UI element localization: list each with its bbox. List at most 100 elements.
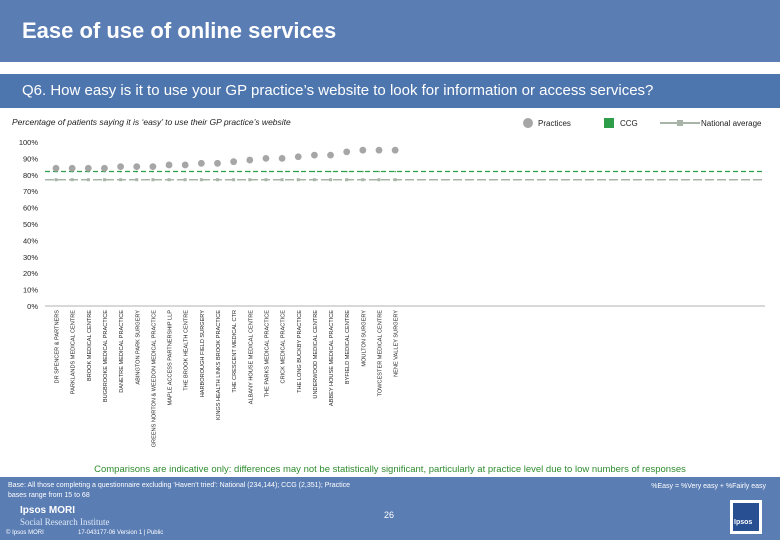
social-research-institute-logo: Social Research Institute — [20, 517, 110, 527]
national-average-point — [54, 178, 58, 182]
national-average-point — [216, 178, 219, 182]
practice-point — [149, 163, 157, 170]
ccg-point — [216, 170, 219, 173]
page-number: 26 — [384, 510, 395, 520]
base-text: Base: All those completing a questionnai… — [8, 482, 351, 499]
ccg-point — [249, 170, 251, 173]
category-label: DR SPENCER & PARTNERS — [55, 310, 61, 384]
ccg-point — [297, 170, 300, 173]
y-tick-label: 80% — [23, 171, 38, 180]
practice-point — [52, 164, 60, 172]
category-label: KINGS HEALTH LINKS BROOK PRACTICE — [216, 310, 222, 420]
national-average-point — [377, 178, 381, 182]
category-label: BYFIELD MEDICAL CENTRE — [345, 310, 351, 384]
category-label: NENE VALLEY SURGERY — [394, 310, 400, 377]
category-label: DANETRE MEDICAL PRACTICE — [119, 310, 125, 393]
category-label: BROOK MEDICAL CENTRE — [87, 310, 93, 381]
category-label: ALBANY HOUSE MEDICAL CENTRE — [248, 310, 254, 404]
practice-point — [117, 163, 124, 170]
legend-national-square — [677, 120, 683, 126]
easy-formula: %Easy = %Very easy + %Fairly easy — [651, 483, 766, 490]
practice-point — [101, 164, 108, 172]
practice-point — [246, 156, 254, 164]
legend-practices: Practices — [538, 119, 571, 128]
practice-point — [68, 164, 76, 172]
comparison-note: Comparisons are indicative only: differe… — [94, 464, 686, 475]
category-label: CRICK MEDICAL PRACTICE — [281, 310, 287, 384]
ccg-point — [168, 170, 170, 173]
ccg-point — [345, 170, 348, 173]
practice-point — [359, 146, 367, 154]
ccg-point — [152, 170, 154, 173]
y-tick-label: 30% — [23, 253, 38, 262]
question-text: Q6. How easy is it to use your GP practi… — [22, 82, 654, 99]
footer-bar — [0, 477, 780, 540]
practice-point — [165, 161, 173, 169]
practice-point — [230, 158, 238, 166]
category-label: HARBOROUGH FIELD SURGERY — [200, 310, 206, 398]
national-average-point — [264, 178, 268, 182]
national-average-point — [232, 178, 236, 182]
ipsos-mori-logo: Ipsos MORI — [20, 505, 76, 516]
national-average-point — [135, 178, 139, 182]
national-average-point — [393, 178, 397, 182]
national-average-point — [102, 178, 106, 182]
practice-point — [84, 164, 92, 172]
category-label: GREENS NORTON & WEEDON MEDICAL PRACTICE — [151, 310, 157, 448]
national-average-point — [151, 178, 155, 182]
y-tick-label: 0% — [27, 302, 38, 311]
ccg-point — [200, 170, 203, 173]
practice-point — [311, 151, 318, 159]
ccg-point — [232, 170, 235, 173]
practice-point — [197, 159, 205, 167]
category-label: TOWCESTER MEDICAL CENTRE — [378, 310, 384, 397]
national-average-point — [329, 178, 333, 182]
legend-practices-marker — [523, 118, 533, 128]
category-label: PARKLANDS MEDICAL CENTRE — [71, 310, 77, 395]
category-label: THE BROOK HEALTH CENTRE — [184, 310, 190, 391]
ccg-point — [378, 170, 380, 173]
ccg-point — [184, 170, 186, 173]
ccg-point — [281, 170, 283, 173]
practice-point — [294, 153, 302, 161]
y-tick-label: 60% — [23, 204, 38, 213]
category-label: THE CRESCENT MEDICAL CTR — [232, 310, 238, 393]
national-average-point — [86, 178, 90, 182]
practice-point — [133, 163, 141, 170]
category-label: THE PARKS MEDICAL PRACTICE — [264, 310, 270, 398]
ipsos-logo-icon — [733, 503, 759, 531]
legend-national: National average — [701, 119, 762, 128]
page-title: Ease of use of online services — [22, 18, 337, 43]
category-label: MAPLE ACCESS PARTNERSHIP LLP — [168, 310, 174, 406]
national-average-point — [199, 178, 203, 182]
national-average-point — [248, 178, 252, 182]
y-tick-label: 50% — [23, 220, 38, 229]
national-average-point — [296, 178, 300, 182]
chart: 0% 10% 20% 30% 40% 50% 60% 70% 80% 90% 100% DR SPEN… — [19, 138, 765, 448]
ccg-point — [135, 170, 138, 173]
practice-point — [181, 161, 189, 169]
practice-point — [278, 155, 286, 162]
question-bar — [0, 74, 780, 108]
ccg-point — [394, 170, 396, 173]
category-label: UNDERWOOD MEDICAL CENTRE — [313, 310, 319, 399]
ipsos-logo-box: Ipsos — [730, 500, 762, 534]
ccg-point — [313, 170, 316, 173]
practice-point — [375, 146, 383, 154]
national-average-point — [280, 178, 284, 182]
category-label: THE LONG BUCKBY PRACTICE — [297, 310, 303, 393]
practice-point — [262, 155, 270, 162]
y-tick-label: 90% — [23, 154, 38, 163]
y-tick-label: 70% — [23, 187, 38, 196]
national-average-point — [70, 178, 74, 182]
national-average-point — [345, 178, 349, 182]
legend-ccg: CCG — [620, 119, 638, 128]
national-average-point — [312, 178, 316, 182]
ccg-point — [329, 170, 332, 173]
national-average-point — [361, 178, 365, 182]
category-label: ABINGTON PARK SURGERY — [135, 310, 141, 385]
legend-national-marker — [660, 120, 700, 126]
header-bar — [0, 0, 780, 62]
category-label: MOULTON SURGERY — [361, 310, 367, 367]
practice-point — [343, 148, 351, 156]
